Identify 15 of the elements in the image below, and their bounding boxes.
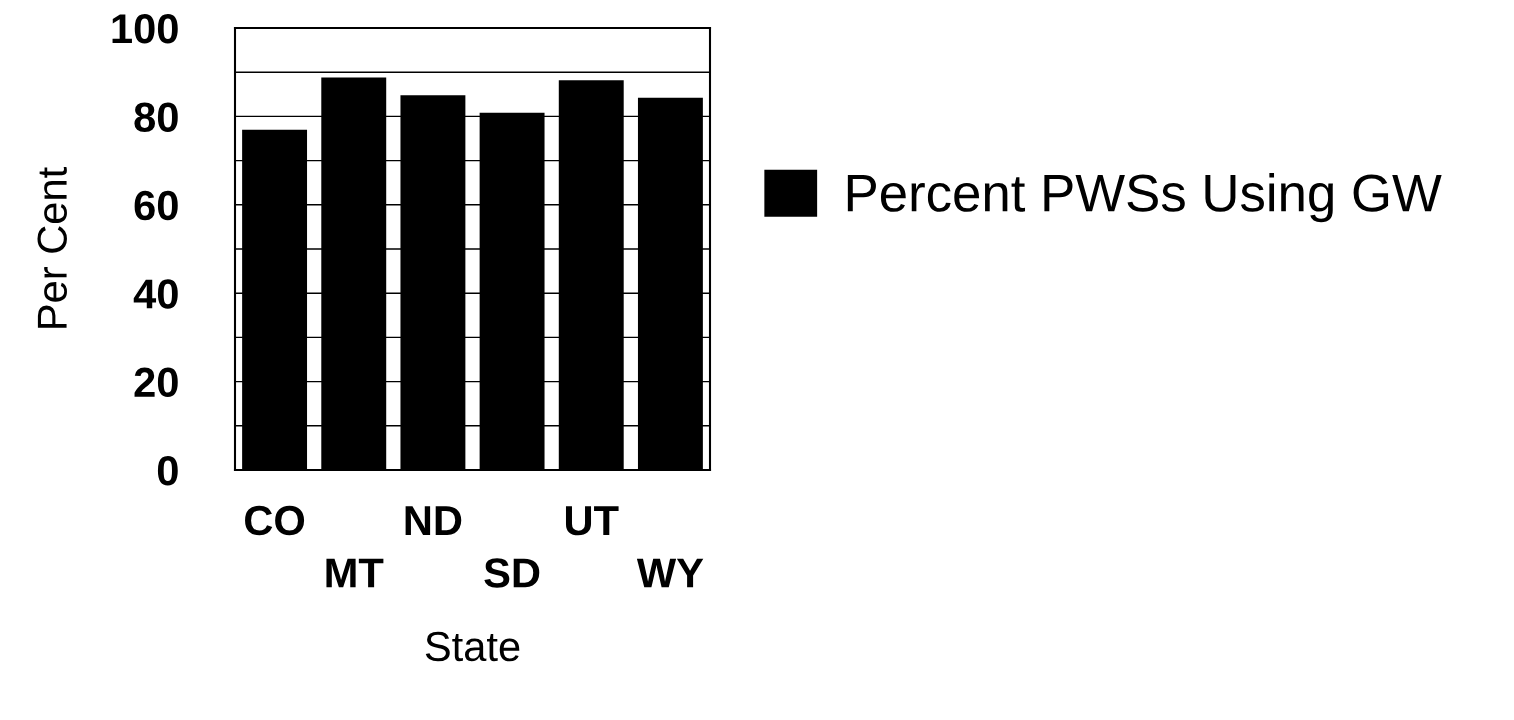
x-tick-label: MT: [326, 558, 384, 588]
y-tick-label: 40: [133, 279, 178, 309]
y-axis-title: Per Cent: [37, 167, 67, 328]
x-axis-title: State: [425, 631, 520, 662]
x-tick-label: WY: [636, 558, 704, 588]
y-tick-label: 100: [112, 14, 178, 44]
y-tick-label: 20: [134, 367, 178, 398]
y-tick-label: 0: [157, 456, 178, 486]
legend-label: Percent PWSs Using GW: [847, 173, 1442, 223]
x-tick-label: ND: [405, 506, 462, 535]
x-tick-label: UT: [565, 506, 619, 536]
y-tick-label: 80: [134, 102, 178, 132]
y-tick-label: 60: [134, 190, 178, 221]
x-tick-label: CO: [245, 505, 305, 536]
x-tick-label: SD: [484, 558, 540, 588]
